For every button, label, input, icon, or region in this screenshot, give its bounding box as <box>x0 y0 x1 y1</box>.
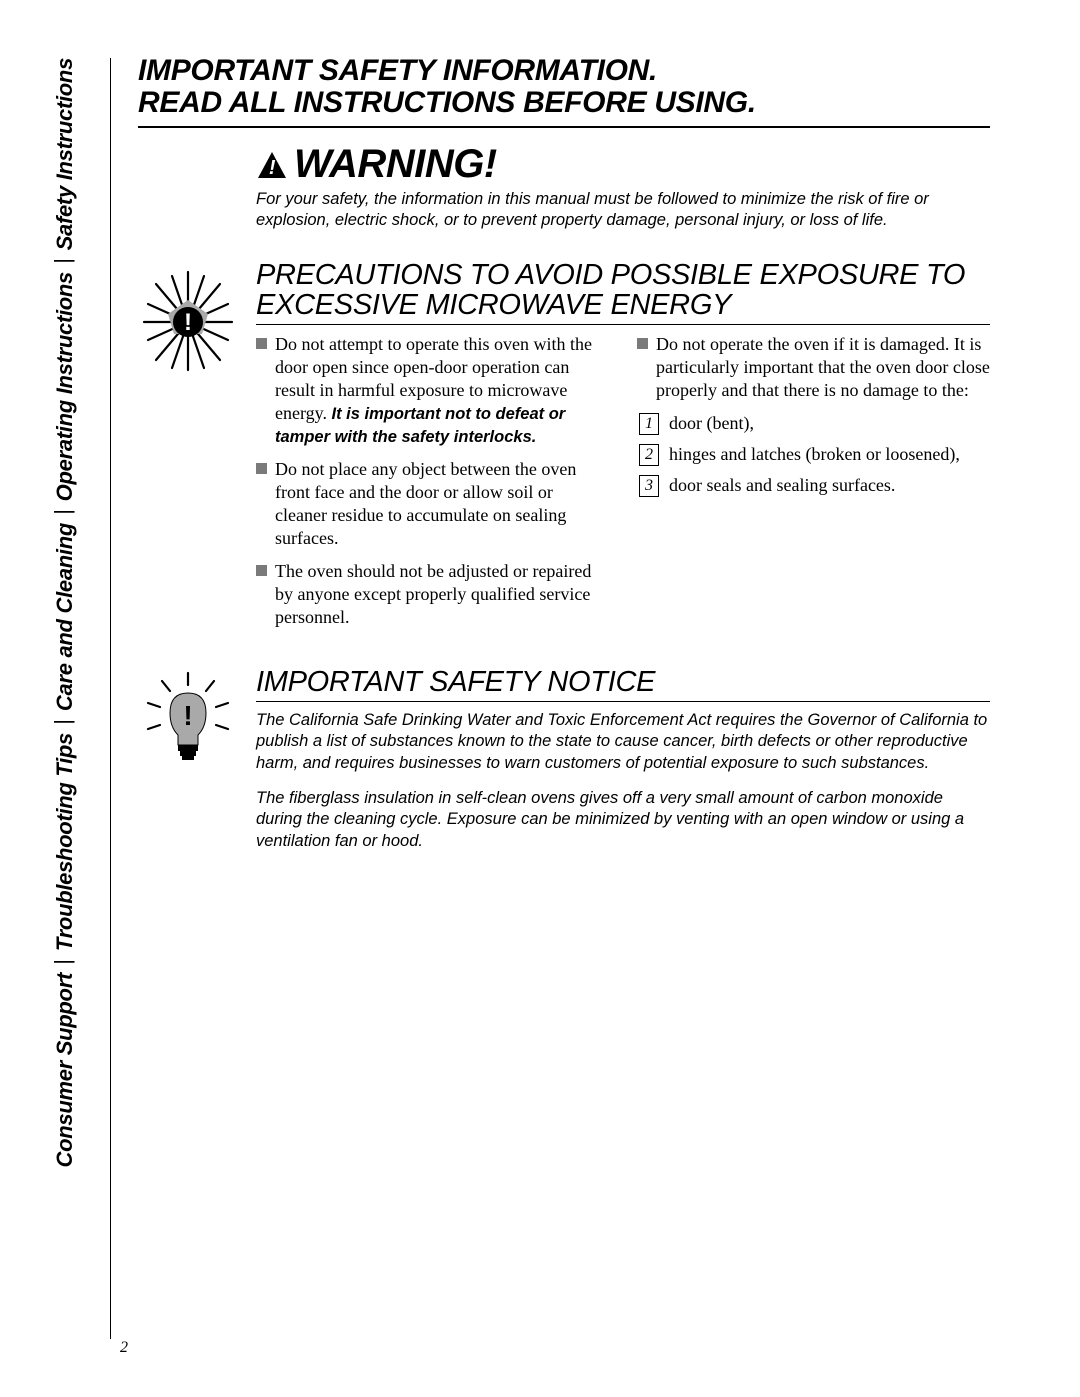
precautions-title: PRECAUTIONS TO AVOID POSSIBLE EXPOSURE T… <box>256 260 990 325</box>
sidebar-item-safety: Safety Instructions <box>52 58 82 250</box>
numbered-item: 3 door seals and sealing surfaces. <box>639 474 990 497</box>
warning-triangle-icon: ! <box>256 150 288 180</box>
svg-text:!: ! <box>183 700 192 731</box>
bullet-item: Do not operate the oven if it is damaged… <box>637 333 990 402</box>
notice-title: IMPORTANT SAFETY NOTICE <box>256 667 990 701</box>
number-box-icon: 2 <box>639 444 659 466</box>
notice-paragraph-1: The California Safe Drinking Water and T… <box>256 710 990 774</box>
sidebar-item-care: Care and Cleaning <box>52 523 82 711</box>
manual-page: Safety Instructions | Operating Instruct… <box>0 0 1080 1397</box>
lightbulb-alert-icon: ! <box>138 671 238 767</box>
bullet-item: Do not attempt to operate this oven with… <box>256 333 609 448</box>
svg-text:!: ! <box>269 157 276 179</box>
title-line-2: READ ALL INSTRUCTIONS BEFORE USING. <box>138 87 990 119</box>
precautions-right-column: Do not operate the oven if it is damaged… <box>637 333 990 640</box>
numbered-item: 1 door (bent), <box>639 412 990 435</box>
numbered-item: 2 hinges and latches (broken or loosened… <box>639 443 990 466</box>
number-box-icon: 1 <box>639 413 659 435</box>
sidebar-item-troubleshooting: Troubleshooting Tips <box>52 733 82 951</box>
square-bullet-icon <box>256 565 267 576</box>
page-number: 2 <box>120 1339 128 1357</box>
warning-label: WARNING! <box>294 142 497 187</box>
notice-paragraph-2: The fiberglass insulation in self-clean … <box>256 788 990 852</box>
explosion-icon: ! <box>138 264 238 374</box>
page-title: IMPORTANT SAFETY INFORMATION. READ ALL I… <box>138 55 990 128</box>
square-bullet-icon <box>256 463 267 474</box>
warning-block: ! WARNING! For your safety, the informat… <box>256 142 990 232</box>
title-line-1: IMPORTANT SAFETY INFORMATION. <box>138 55 990 87</box>
square-bullet-icon <box>256 338 267 349</box>
bullet-item: Do not place any object between the oven… <box>256 458 609 550</box>
notice-section: ! IMPORTANT SAFETY NOTICE The California… <box>138 667 990 866</box>
sidebar-tabs: Safety Instructions | Operating Instruct… <box>52 58 82 1339</box>
warning-heading: ! WARNING! <box>256 142 990 187</box>
precautions-section: ! PRECAUTIONS TO AVOID POSSIBLE EXPOSURE… <box>138 260 990 639</box>
sidebar-item-operating: Operating Instructions <box>52 272 82 501</box>
sidebar-rule <box>78 58 111 1339</box>
sidebar-item-support: Consumer Support <box>52 973 82 1167</box>
precautions-left-column: Do not attempt to operate this oven with… <box>256 333 609 640</box>
number-box-icon: 3 <box>639 475 659 497</box>
page-content: IMPORTANT SAFETY INFORMATION. READ ALL I… <box>138 55 990 866</box>
svg-text:!: ! <box>184 309 192 336</box>
square-bullet-icon <box>637 338 648 349</box>
warning-subtext: For your safety, the information in this… <box>256 189 990 232</box>
bullet-item: The oven should not be adjusted or repai… <box>256 560 609 629</box>
